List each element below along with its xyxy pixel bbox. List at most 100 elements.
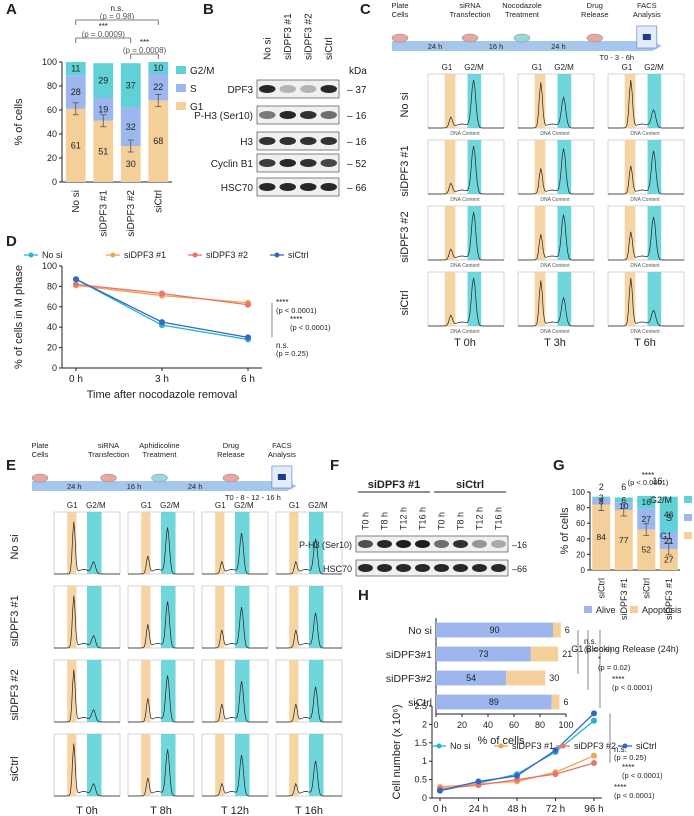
legend-swatch — [684, 514, 692, 521]
row-label: siDPF3 #1 — [399, 145, 411, 196]
histogram-e-g1-gate — [141, 734, 151, 796]
data-point — [591, 717, 597, 724]
data-label: 11 — [71, 64, 80, 74]
panel-letter-D: D — [6, 233, 17, 250]
histogram-c-trace — [608, 216, 684, 261]
bar-g1-1 — [93, 120, 114, 182]
y-tick-label: 2 — [422, 719, 427, 729]
histogram-e-trace — [202, 681, 268, 723]
bar-alive-2 — [436, 670, 507, 686]
legend-label: Apoptosis — [642, 605, 682, 615]
y-tick-label: 80 — [47, 81, 57, 91]
legend-swatch — [684, 532, 692, 539]
panel-e-step-label: FACS — [272, 441, 292, 450]
blot-band — [434, 564, 449, 572]
histogram-c-trace — [428, 145, 504, 195]
legend-marker — [436, 743, 442, 749]
legend-label: G1 — [660, 531, 672, 541]
kda-marker: – 16 — [347, 111, 367, 122]
blot-band — [472, 540, 487, 548]
panel-c-dish-icon — [513, 33, 531, 43]
row-label: siDPF3 #1 — [9, 595, 21, 646]
blot-band — [320, 111, 337, 119]
x-tick-label: 72 h — [546, 804, 565, 815]
kda-marker: – 16 — [347, 137, 367, 148]
histogram-e-trace — [54, 595, 120, 649]
y-axis-label: % of cells in M phase — [13, 265, 25, 369]
histogram-c-trace — [428, 79, 504, 129]
data-label: 77 — [619, 535, 629, 545]
row-label: siCtrl — [9, 756, 21, 781]
timepoint-label: T 8h — [150, 805, 172, 816]
bar-g1-0 — [65, 108, 86, 182]
sig-star: n.s. — [276, 341, 289, 350]
histogram-e-trace — [54, 669, 120, 723]
x-category-label: siDPF3 #2 — [126, 190, 137, 237]
sig-pvalue: (p < 0.0001) — [276, 306, 317, 315]
x-axis-label: % of cells — [477, 735, 525, 747]
axis-x-label: DNA Content — [450, 329, 480, 335]
blot-band — [472, 564, 487, 572]
sig-pvalue: (p = 0.25) — [614, 753, 647, 762]
histogram-c-bg — [427, 73, 505, 129]
histogram-e-g1-gate — [215, 512, 225, 574]
histogram-c-g1-gate — [534, 206, 546, 260]
bar-apoptosis-3 — [551, 694, 560, 710]
gate-label-g2m: G2/M — [464, 63, 484, 72]
histogram-c-g1-gate — [624, 206, 636, 260]
blot-band — [396, 540, 411, 548]
panel-e-release-times: T0 - 8 - 12 - 16 h — [225, 493, 281, 502]
histogram-c-g1-gate — [534, 74, 546, 128]
group-label: siDPF3 #1 — [368, 479, 421, 491]
blot-band — [300, 137, 317, 145]
panel-e-step-label: Transfection — [88, 450, 129, 459]
y-tick-label: 60 — [47, 302, 57, 312]
bar-s-2 — [120, 107, 141, 146]
timepoint-label: T 3h — [544, 337, 566, 349]
y-tick-label: 100 — [42, 261, 57, 271]
row-label: No si — [9, 534, 21, 559]
y-tick-label: 100 — [572, 488, 586, 497]
sig-pvalue: (p < 0.0001) — [614, 791, 655, 800]
histogram-e-trace — [276, 760, 342, 797]
panel-c-interval-label: 24 h — [551, 42, 566, 51]
histogram-e-g2m-gate — [161, 586, 176, 648]
axis-x-label: DNA Content — [630, 197, 660, 203]
histogram-e-trace — [128, 527, 194, 575]
histogram-e-g2m-gate — [235, 660, 250, 722]
blot-row-label: P-H3 (Ser10) — [194, 111, 253, 122]
lane-label: siDPF3 #1 — [283, 13, 294, 60]
y-category-label: siDPF3#2 — [386, 673, 432, 685]
histogram-e-trace — [128, 675, 194, 723]
y-category-label: siCtrl — [408, 697, 432, 709]
legend-label: S — [190, 84, 197, 95]
histogram-c-g2m-gate — [467, 74, 482, 128]
facs-screen-icon — [277, 474, 286, 480]
legend-marker — [560, 743, 566, 749]
x-tick-label: 100 — [558, 720, 573, 730]
y-axis-label: % of cells — [13, 98, 25, 146]
legend-label: No si — [42, 250, 63, 260]
row-label: siCtrl — [399, 290, 411, 315]
x-tick-label: 96 h — [584, 804, 603, 815]
bar-g2m-3 — [659, 496, 678, 533]
blot-band — [259, 85, 276, 93]
data-point — [245, 301, 251, 308]
axis-x-label: DNA Content — [540, 329, 570, 335]
panel-c-interval-label: 16 h — [489, 42, 504, 51]
timepoint-label: T 0h — [454, 337, 476, 349]
blot-band — [259, 183, 276, 191]
panel-letter-H: H — [358, 587, 369, 604]
blot-band — [415, 540, 430, 548]
bar-alive-1 — [436, 646, 531, 662]
axis-x-label: DNA Content — [630, 263, 660, 269]
data-label: 52 — [642, 545, 652, 555]
blot-band — [358, 540, 373, 548]
histogram-c-trace — [428, 277, 504, 327]
blot-band — [491, 564, 506, 572]
histogram-e-g1-gate — [289, 734, 299, 796]
histogram-e-g1-gate — [67, 586, 77, 648]
bar-g2m-0 — [592, 496, 611, 499]
data-point — [73, 276, 79, 283]
histogram-c-bg — [607, 73, 685, 129]
